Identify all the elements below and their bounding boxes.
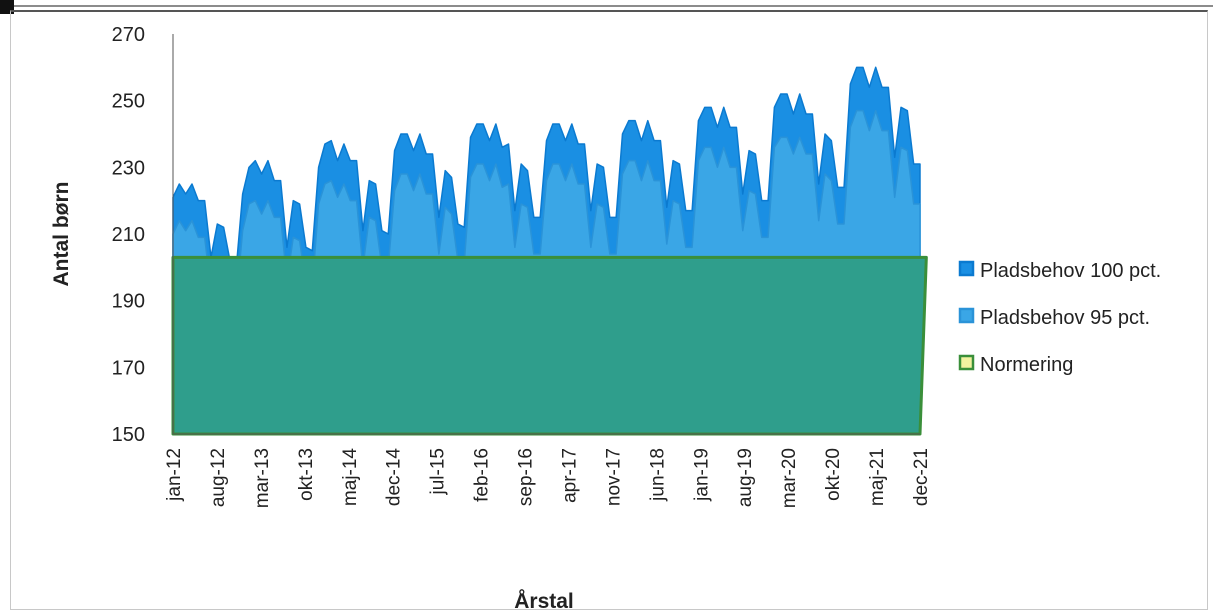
legend-swatch-pladsbehov-95-pct xyxy=(958,307,975,324)
x-tick-label: aug-19 xyxy=(735,448,756,507)
y-axis-title: Antal børn xyxy=(50,182,73,287)
x-tick-label: sep-16 xyxy=(516,448,537,506)
x-tick-label: aug-12 xyxy=(208,448,229,507)
y-tick-label: 150 xyxy=(112,424,145,446)
x-tick-label: maj-14 xyxy=(340,448,361,507)
y-tick-label: 170 xyxy=(112,357,145,379)
x-tick-label: mar-20 xyxy=(779,448,800,508)
x-tick-label: jun-18 xyxy=(647,448,668,502)
x-tick-label: feb-16 xyxy=(472,448,493,502)
x-tick-label: maj-21 xyxy=(867,448,888,506)
chart-frame xyxy=(10,10,1208,610)
x-axis-title: Årstal xyxy=(514,589,574,613)
x-tick-label: jan-12 xyxy=(164,448,185,502)
x-tick-label: apr-17 xyxy=(560,448,581,503)
x-tick-label: jan-19 xyxy=(691,448,712,502)
y-axis: 150 170 190 210 230 250 270 xyxy=(112,24,174,446)
legend-label-pladsbehov-100-pct: Pladsbehov 100 pct. xyxy=(980,260,1161,282)
series-area-normering xyxy=(171,255,928,436)
y-tick-label: 250 xyxy=(112,91,145,113)
x-tick-label: dec-21 xyxy=(911,448,932,506)
legend-label-normering: Normering xyxy=(980,354,1073,376)
y-tick-label: 270 xyxy=(112,24,145,46)
x-tick-label: okt-20 xyxy=(823,448,844,501)
x-tick-label: mar-13 xyxy=(252,448,273,508)
y-tick-label: 230 xyxy=(112,157,145,179)
x-tick-label: dec-14 xyxy=(384,448,405,507)
legend-swatch-normering xyxy=(958,354,975,371)
plot-areas xyxy=(171,66,928,436)
y-tick-label: 210 xyxy=(112,224,145,246)
x-axis: jan-12 aug-12 mar-13 okt-13 maj-14 dec-14 jul-… xyxy=(164,433,932,508)
x-tick-label: jul-15 xyxy=(428,448,449,495)
legend-label-pladsbehov-95-pct: Pladsbehov 95 pct. xyxy=(980,307,1150,329)
y-tick-label: 190 xyxy=(112,291,145,313)
x-tick-label: nov-17 xyxy=(603,448,624,506)
legend-swatch-pladsbehov-100-pct xyxy=(958,260,975,277)
x-tick-label: okt-13 xyxy=(296,448,317,501)
legend: Pladsbehov 100 pct. Pladsbehov 95 pct. Nor… xyxy=(958,260,1161,376)
